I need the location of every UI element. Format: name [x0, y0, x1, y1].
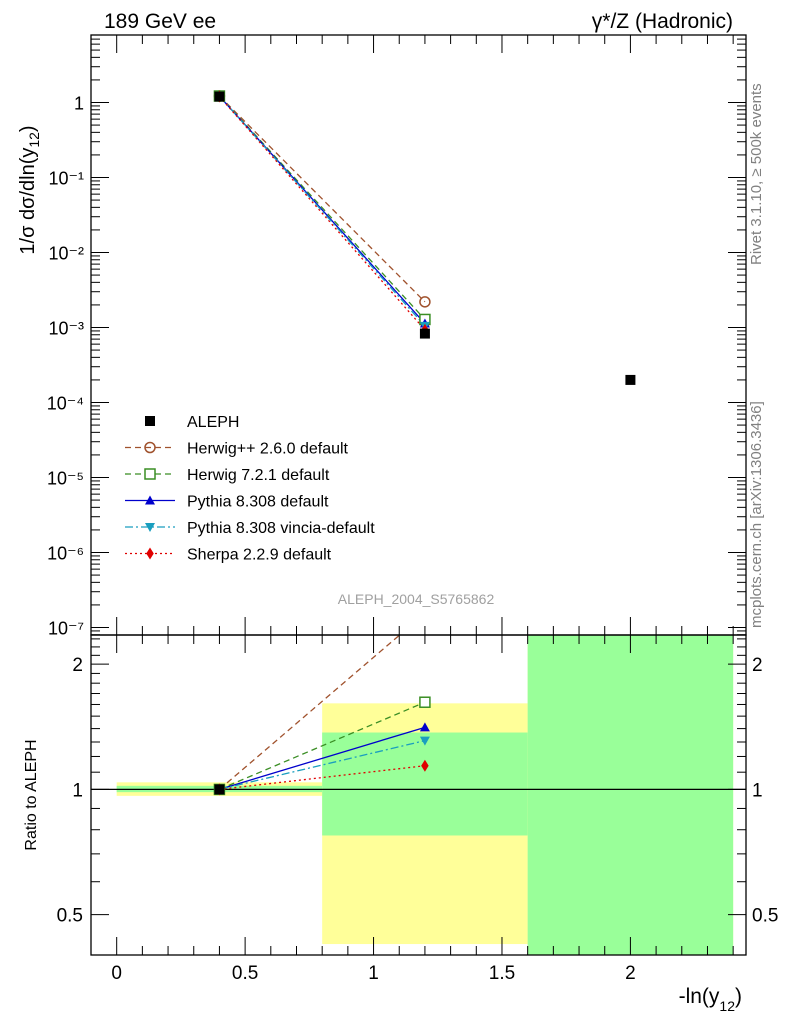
main-point-aleph-1 — [419, 328, 430, 339]
main-y-tick-label: 10⁻¹ — [48, 169, 84, 189]
main-y-axis-label: 1/σ dσ/dln(y12) — [17, 125, 42, 254]
main-frame — [90, 34, 747, 636]
analysis-watermark: ALEPH_2004_S5765862 — [338, 591, 495, 607]
ratio-y-tick-label-left: 2 — [72, 655, 83, 676]
ratio-point-herwig-7-2-1-default-1 — [419, 696, 431, 708]
main-point-herwig-2-6-0-default-1 — [419, 296, 431, 308]
legend-label-sherpa-2-2-9-default: Sherpa 2.2.9 default — [187, 547, 332, 564]
legend-marker-pythia-8-308-default — [145, 495, 155, 505]
header-right-title: γ*/Z (Hadronic) — [592, 10, 733, 33]
main-y-tick-label: 10⁻⁷ — [48, 619, 84, 639]
mcplots-label: mcplots.cern.ch [arXiv:1306.3436] — [748, 401, 765, 628]
legend-label-pythia-8-308-default: Pythia 8.308 default — [187, 494, 329, 511]
main-y-tick-label: 1 — [74, 94, 84, 114]
main-point-aleph-2 — [625, 374, 636, 385]
ratio-y-tick-label-right: 2 — [752, 655, 763, 676]
legend-marker-sherpa-2-2-9-default — [146, 547, 154, 560]
legend: ALEPH Herwig++ 2.6.0 default Herwig 7.2.1 … — [125, 414, 375, 564]
ratio-point-aleph-0 — [214, 784, 225, 795]
x-tick-label: 1 — [368, 963, 379, 984]
legend-marker-herwig-2-6-0-default — [144, 441, 156, 454]
ratio-y-tick-label-right: 1 — [752, 780, 763, 801]
band-green-1 — [322, 732, 528, 836]
main-plot-area — [213, 90, 636, 385]
ratio-y-tick-label-right: 0.5 — [752, 906, 778, 927]
main-line-pythia-8-308-default — [218, 95, 426, 324]
rivet-label: Rivet 3.1.10, ≥ 500k events — [748, 83, 765, 265]
ratio-point-pythia-8-308-default-1 — [419, 722, 430, 732]
ratio-line-herwig-2-6-0-default — [219, 635, 401, 790]
legend-label-pythia-8-308-vincia-default: Pythia 8.308 vincia-default — [187, 520, 375, 537]
ratio-line-pythia-8-308-default — [219, 726, 426, 791]
main-y-tick-label: 10⁻⁴ — [47, 394, 84, 414]
legend-label-herwig-7-2-1-default: Herwig 7.2.1 default — [187, 467, 330, 484]
header-left-title: 189 GeV ee — [104, 10, 216, 33]
legend-marker-pythia-8-308-vincia-default — [145, 523, 155, 532]
ratio-line-herwig-7-2-1-default — [219, 701, 426, 791]
main-line-herwig-2-6-0-default — [218, 95, 426, 303]
legend-marker-aleph — [145, 416, 155, 426]
ratio-uncertainty-bands — [91, 635, 746, 955]
x-tick-label: 0 — [111, 963, 122, 984]
ratio-plot-area — [213, 635, 431, 796]
x-tick-label: 1.5 — [489, 963, 515, 984]
ratio-y-tick-label-left: 0.5 — [57, 906, 83, 927]
legend-label-herwig-2-6-0-default: Herwig++ 2.6.0 default — [187, 441, 349, 458]
legend-label-aleph: ALEPH — [187, 414, 239, 431]
main-y-tick-label: 10⁻³ — [48, 319, 84, 339]
ratio-point-sherpa-2-2-9-default-1 — [421, 759, 429, 772]
x-tick-label: 0.5 — [232, 963, 258, 984]
main-line-sherpa-2-2-9-default — [218, 96, 426, 331]
ratio-y-tick-label-left: 1 — [72, 780, 83, 801]
main-y-tick-label: 10⁻⁵ — [47, 469, 84, 489]
x-tick-label: 2 — [625, 963, 636, 984]
ratio-frame — [90, 634, 747, 956]
legend-marker-herwig-7-2-1-default — [144, 468, 156, 480]
x-axis-label: -ln(y12) — [679, 985, 742, 1014]
ratio-line-pythia-8-308-vincia-default — [219, 739, 426, 791]
band-green-2 — [527, 635, 734, 955]
main-y-tick-label: 10⁻⁶ — [47, 544, 84, 564]
ratio-y-axis-label: Ratio to ALEPH — [23, 739, 40, 850]
ratio-point-pythia-8-308-vincia-default-1 — [419, 736, 430, 746]
main-y-tick-label: 10⁻² — [48, 244, 84, 264]
main-point-aleph-0 — [214, 91, 225, 102]
